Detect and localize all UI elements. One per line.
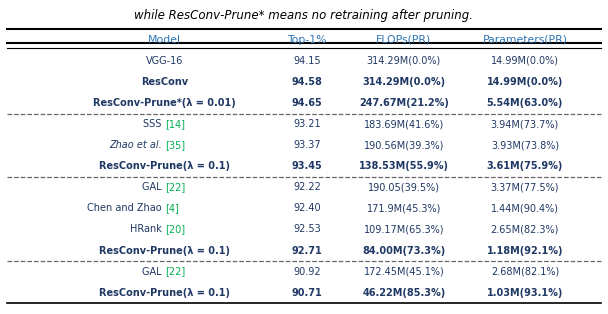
Text: while ResConv-Prune* means no retraining after pruning.: while ResConv-Prune* means no retraining… — [134, 9, 474, 22]
Text: [14]: [14] — [165, 119, 185, 129]
Text: 5.54M(63.0%): 5.54M(63.0%) — [487, 98, 563, 108]
Text: 247.67M(21.2%): 247.67M(21.2%) — [359, 98, 449, 108]
Text: 314.29M(0.0%): 314.29M(0.0%) — [362, 77, 446, 87]
Text: 14.99M(0.0%): 14.99M(0.0%) — [487, 77, 563, 87]
Text: 93.37: 93.37 — [293, 140, 321, 150]
Text: 93.45: 93.45 — [292, 161, 322, 171]
Text: 2.68M(82.1%): 2.68M(82.1%) — [491, 267, 559, 277]
Text: FLOPs(PR): FLOPs(PR) — [376, 35, 432, 45]
Text: 92.53: 92.53 — [293, 225, 321, 235]
Text: 3.93M(73.8%): 3.93M(73.8%) — [491, 140, 559, 150]
Text: 92.71: 92.71 — [292, 246, 322, 256]
Text: 94.65: 94.65 — [292, 98, 322, 108]
Text: 90.71: 90.71 — [292, 288, 322, 298]
Text: GAL: GAL — [142, 267, 165, 277]
Text: ResConv-Prune*(λ = 0.01): ResConv-Prune*(λ = 0.01) — [94, 98, 236, 108]
Text: Parameters(PR): Parameters(PR) — [482, 35, 567, 45]
Text: 84.00M(73.3%): 84.00M(73.3%) — [362, 246, 446, 256]
Text: 90.92: 90.92 — [293, 267, 321, 277]
Text: 1.03M(93.1%): 1.03M(93.1%) — [487, 288, 563, 298]
Text: 109.17M(65.3%): 109.17M(65.3%) — [364, 225, 444, 235]
Text: 94.58: 94.58 — [292, 77, 322, 87]
Text: Zhao et al.: Zhao et al. — [109, 140, 165, 150]
Text: 190.56M(39.3%): 190.56M(39.3%) — [364, 140, 444, 150]
Text: 3.94M(73.7%): 3.94M(73.7%) — [491, 119, 559, 129]
Text: 94.15: 94.15 — [293, 56, 321, 66]
Text: 92.22: 92.22 — [293, 182, 321, 192]
Text: [35]: [35] — [165, 140, 185, 150]
Text: 3.37M(77.5%): 3.37M(77.5%) — [491, 182, 559, 192]
Text: 14.99M(0.0%): 14.99M(0.0%) — [491, 56, 559, 66]
Text: [20]: [20] — [165, 225, 185, 235]
Text: 314.29M(0.0%): 314.29M(0.0%) — [367, 56, 441, 66]
Text: GAL: GAL — [142, 182, 165, 192]
Text: Model: Model — [148, 35, 181, 45]
Text: 1.18M(92.1%): 1.18M(92.1%) — [486, 246, 563, 256]
Text: VGG-16: VGG-16 — [146, 56, 184, 66]
Text: 190.05(39.5%): 190.05(39.5%) — [368, 182, 440, 192]
Text: [22]: [22] — [165, 267, 185, 277]
Text: 172.45M(45.1%): 172.45M(45.1%) — [364, 267, 444, 277]
Text: Chen and Zhao: Chen and Zhao — [87, 203, 165, 214]
Text: 1.44M(90.4%): 1.44M(90.4%) — [491, 203, 559, 214]
Text: 46.22M(85.3%): 46.22M(85.3%) — [362, 288, 446, 298]
Text: [22]: [22] — [165, 182, 185, 192]
Text: 183.69M(41.6%): 183.69M(41.6%) — [364, 119, 444, 129]
Text: 93.21: 93.21 — [293, 119, 321, 129]
Text: ResConv-Prune(λ = 0.1): ResConv-Prune(λ = 0.1) — [99, 161, 230, 171]
Text: ResConv: ResConv — [141, 77, 188, 87]
Text: SSS: SSS — [143, 119, 165, 129]
Text: 171.9M(45.3%): 171.9M(45.3%) — [367, 203, 441, 214]
Text: 3.61M(75.9%): 3.61M(75.9%) — [487, 161, 563, 171]
Text: 138.53M(55.9%): 138.53M(55.9%) — [359, 161, 449, 171]
Text: HRank: HRank — [130, 225, 165, 235]
Text: [4]: [4] — [165, 203, 179, 214]
Text: Top-1%: Top-1% — [287, 35, 326, 45]
Text: ResConv-Prune(λ = 0.1): ResConv-Prune(λ = 0.1) — [99, 288, 230, 298]
Text: 92.40: 92.40 — [293, 203, 321, 214]
Text: ResConv-Prune(λ = 0.1): ResConv-Prune(λ = 0.1) — [99, 246, 230, 256]
Text: 2.65M(82.3%): 2.65M(82.3%) — [491, 225, 559, 235]
